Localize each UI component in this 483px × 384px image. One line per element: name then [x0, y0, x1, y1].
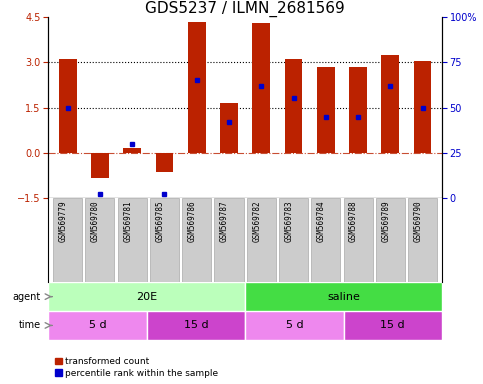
Bar: [349, 67, 367, 153]
Bar: [408, 198, 437, 282]
Bar: [59, 60, 76, 153]
Bar: [214, 198, 243, 282]
Text: GSM569781: GSM569781: [123, 200, 132, 242]
Bar: [220, 103, 238, 153]
Bar: [53, 198, 82, 282]
Bar: [284, 60, 302, 153]
Bar: [247, 198, 276, 282]
Bar: [123, 148, 141, 153]
Text: GSM569782: GSM569782: [252, 200, 261, 242]
Text: 5 d: 5 d: [89, 320, 106, 331]
Bar: [311, 198, 341, 282]
Bar: [48, 282, 245, 311]
Bar: [245, 311, 343, 340]
Bar: [118, 198, 147, 282]
Text: GSM569787: GSM569787: [220, 200, 229, 242]
Text: GSM569785: GSM569785: [156, 200, 164, 242]
Bar: [150, 198, 179, 282]
Text: GSM569790: GSM569790: [413, 200, 423, 242]
Bar: [317, 67, 335, 153]
Text: 15 d: 15 d: [381, 320, 405, 331]
Text: GSM569786: GSM569786: [188, 200, 197, 242]
Bar: [414, 61, 431, 153]
Bar: [188, 22, 206, 153]
Text: GSM569783: GSM569783: [284, 200, 294, 242]
Bar: [91, 153, 109, 178]
Text: GSM569788: GSM569788: [349, 200, 358, 242]
Text: GSM569779: GSM569779: [58, 200, 68, 242]
Bar: [85, 198, 114, 282]
Text: 5 d: 5 d: [285, 320, 303, 331]
Bar: [156, 153, 173, 172]
Text: agent: agent: [12, 291, 41, 302]
Bar: [245, 282, 442, 311]
Text: GSM569789: GSM569789: [381, 200, 390, 242]
Title: GDS5237 / ILMN_2681569: GDS5237 / ILMN_2681569: [145, 1, 345, 17]
Text: saline: saline: [327, 291, 360, 302]
Legend: transformed count, percentile rank within the sample: transformed count, percentile rank withi…: [53, 355, 220, 379]
Bar: [382, 55, 399, 153]
Text: GSM569784: GSM569784: [317, 200, 326, 242]
Bar: [343, 198, 372, 282]
Text: time: time: [18, 320, 41, 331]
Text: 15 d: 15 d: [184, 320, 208, 331]
Text: 20E: 20E: [136, 291, 157, 302]
Text: GSM569780: GSM569780: [91, 200, 100, 242]
Bar: [182, 198, 211, 282]
Bar: [343, 311, 442, 340]
Bar: [147, 311, 245, 340]
Bar: [253, 23, 270, 153]
Bar: [279, 198, 308, 282]
Bar: [48, 311, 147, 340]
Bar: [376, 198, 405, 282]
